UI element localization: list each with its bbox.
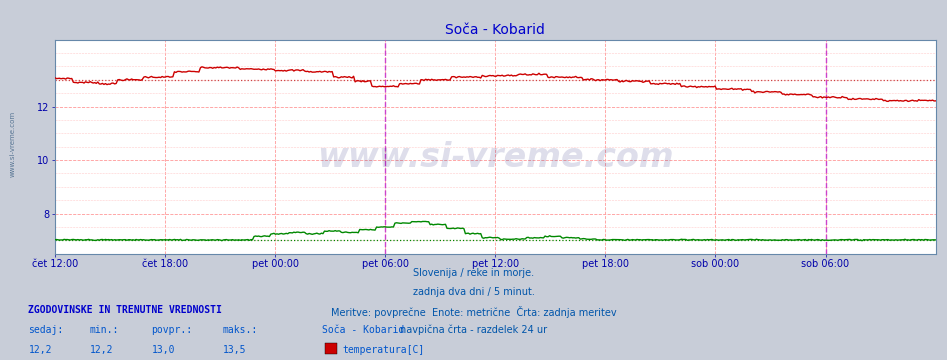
Text: min.:: min.: xyxy=(90,325,119,335)
Text: maks.:: maks.: xyxy=(223,325,258,335)
Text: navpična črta - razdelek 24 ur: navpična črta - razdelek 24 ur xyxy=(400,324,547,335)
Text: povpr.:: povpr.: xyxy=(152,325,192,335)
Text: temperatura[C]: temperatura[C] xyxy=(343,345,425,355)
Text: www.si-vreme.com: www.si-vreme.com xyxy=(317,141,673,174)
Text: Slovenija / reke in morje.: Slovenija / reke in morje. xyxy=(413,268,534,278)
Text: 13,0: 13,0 xyxy=(152,345,175,355)
Text: 13,5: 13,5 xyxy=(223,345,246,355)
Text: www.si-vreme.com: www.si-vreme.com xyxy=(9,111,15,177)
Text: Soča - Kobarid: Soča - Kobarid xyxy=(322,325,404,335)
Text: Meritve: povprečne  Enote: metrične  Črta: zadnja meritev: Meritve: povprečne Enote: metrične Črta:… xyxy=(331,306,616,318)
Title: Soča - Kobarid: Soča - Kobarid xyxy=(445,23,545,37)
Text: sedaj:: sedaj: xyxy=(28,325,63,335)
Text: ZGODOVINSKE IN TRENUTNE VREDNOSTI: ZGODOVINSKE IN TRENUTNE VREDNOSTI xyxy=(28,305,223,315)
Text: 12,2: 12,2 xyxy=(28,345,52,355)
Text: zadnja dva dni / 5 minut.: zadnja dva dni / 5 minut. xyxy=(413,287,534,297)
Text: 12,2: 12,2 xyxy=(90,345,114,355)
